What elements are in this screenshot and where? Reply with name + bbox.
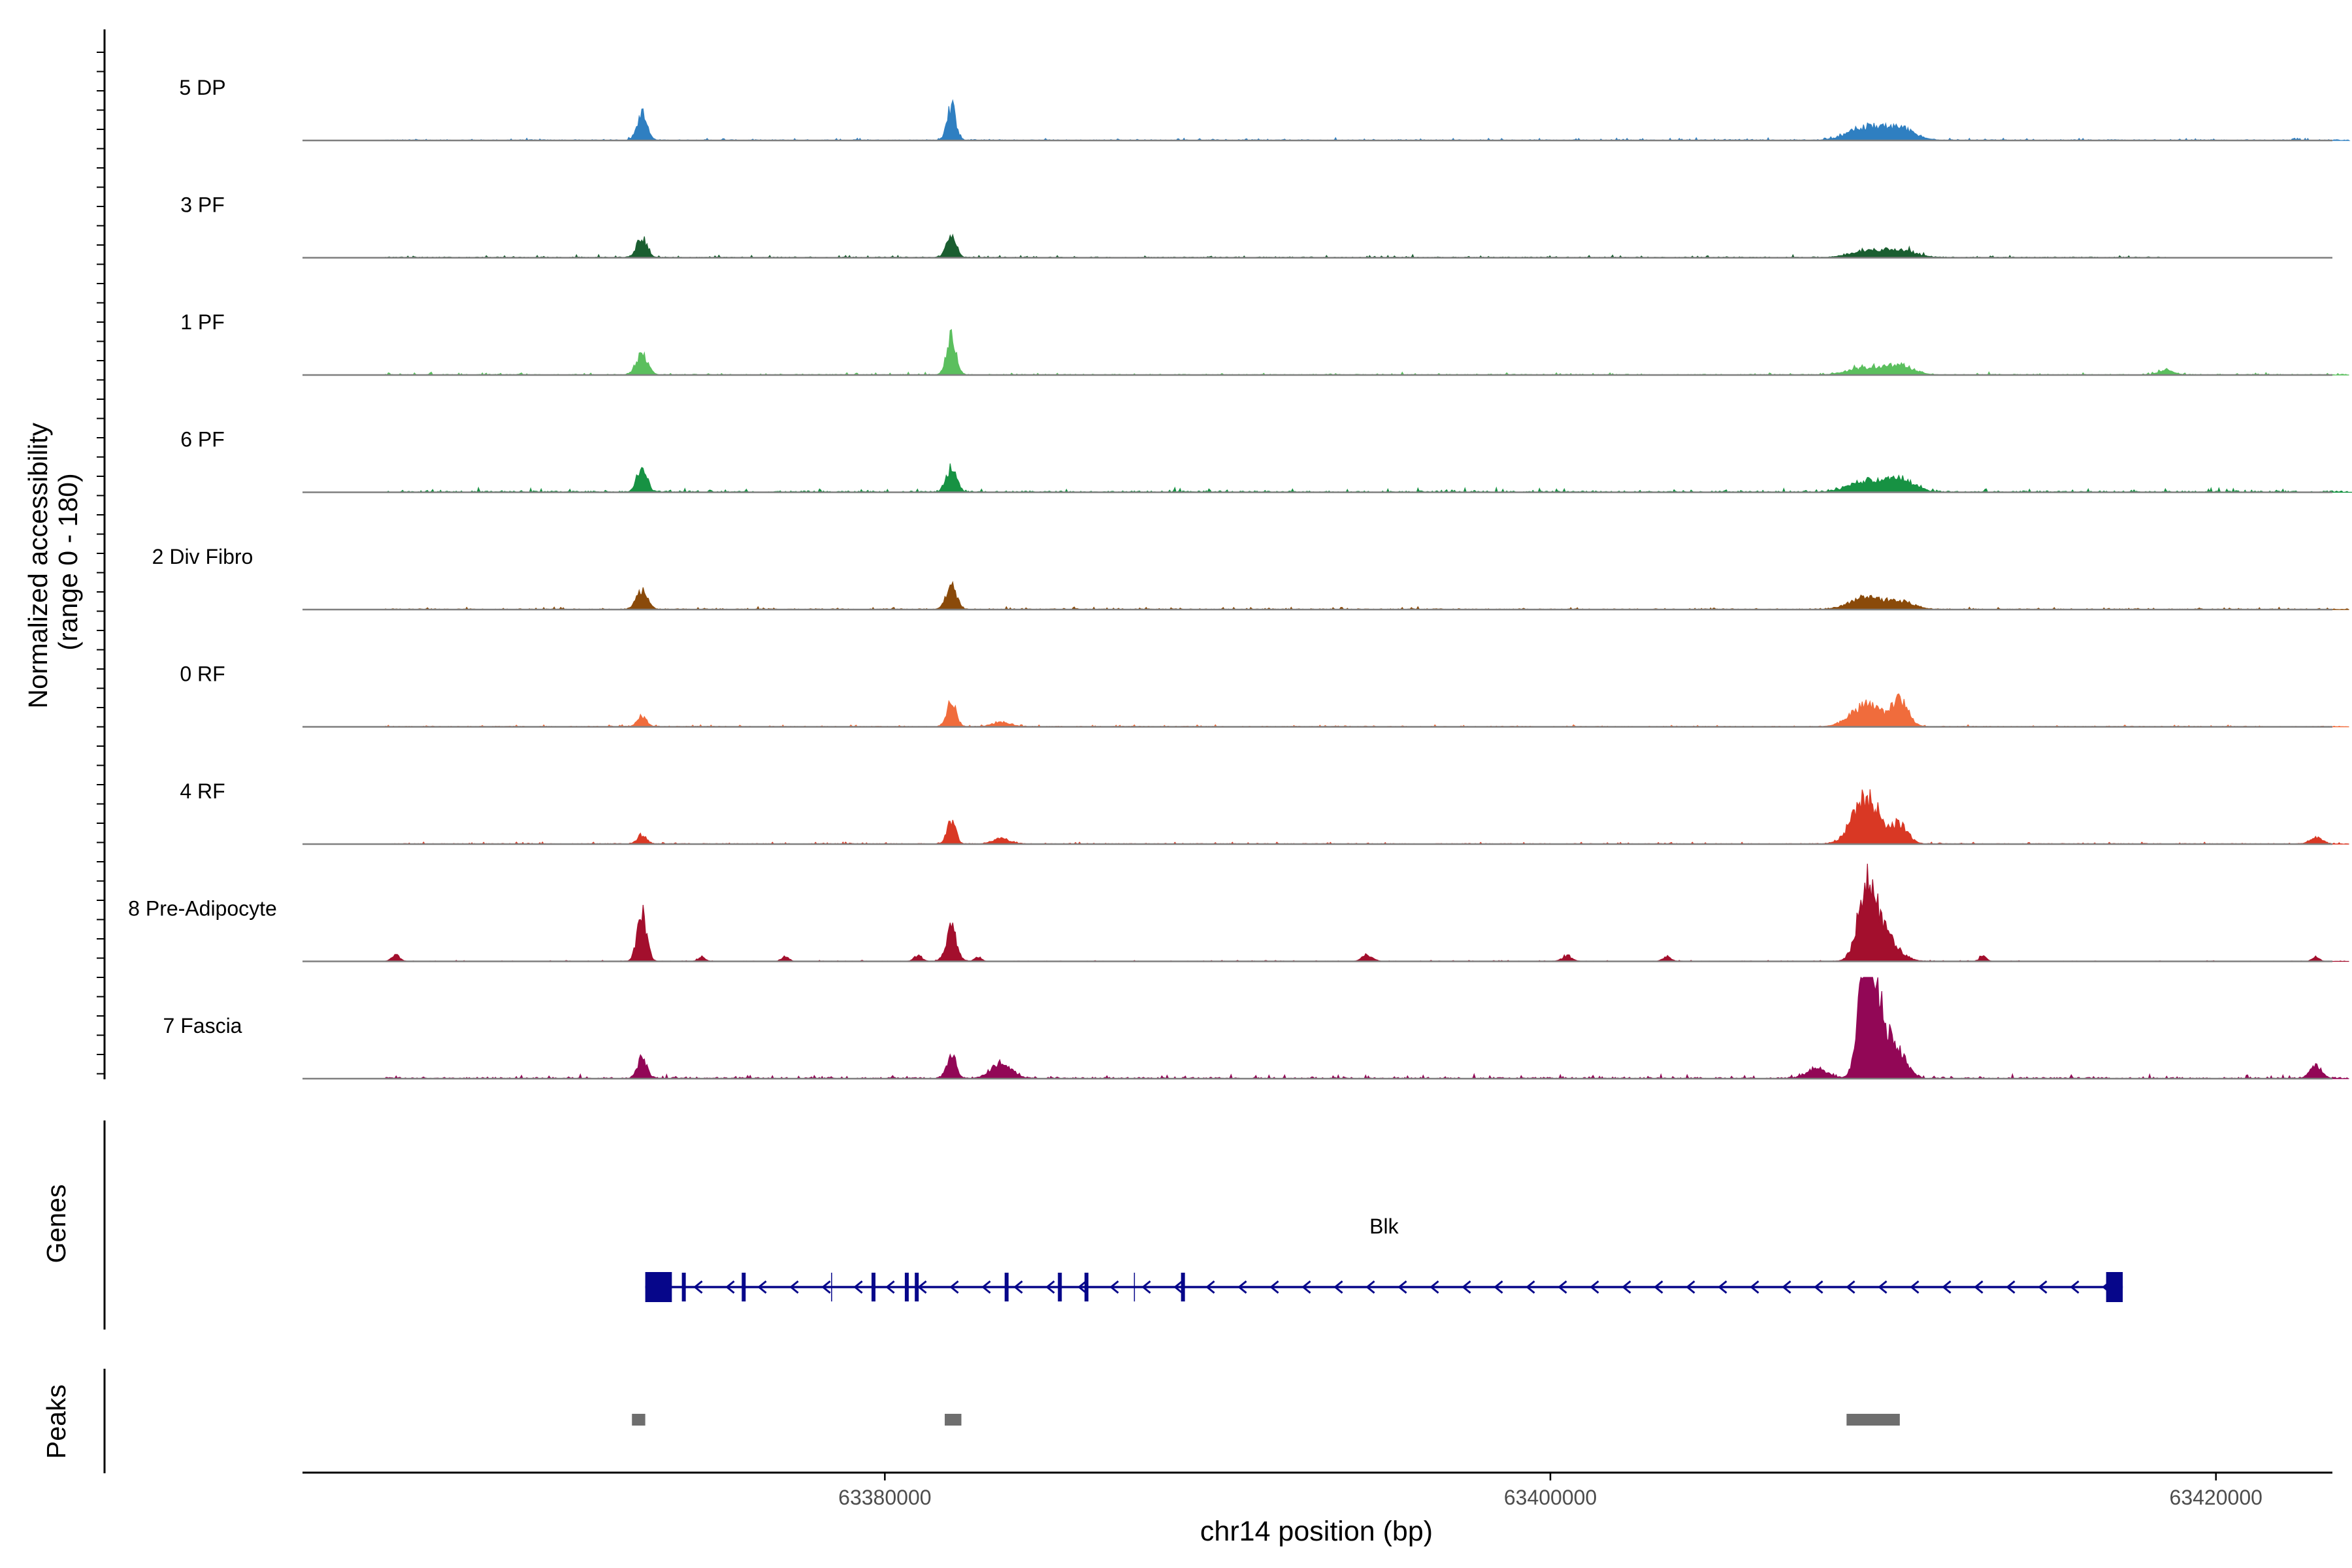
- strand-arrow: [1109, 1280, 1119, 1294]
- coverage-track: 2 Div Fibro: [152, 545, 2349, 611]
- track-label: 2 Div Fibro: [152, 545, 253, 568]
- strand-arrow: [725, 1280, 735, 1294]
- strand-arrow: [853, 1280, 863, 1294]
- track-label: 0 RF: [180, 662, 225, 686]
- strand-arrow: [1750, 1280, 1759, 1294]
- strand-arrow: [1622, 1280, 1631, 1294]
- strand-arrow: [1654, 1280, 1663, 1294]
- strand-arrow: [1141, 1280, 1151, 1294]
- x-axis-title: chr14 position (bp): [1200, 1516, 1433, 1547]
- x-tick-label: 63420000: [2170, 1486, 2262, 1509]
- strand-arrow: [1301, 1280, 1311, 1294]
- coverage-area: [385, 693, 2349, 728]
- coverage-track: 5 DP: [179, 76, 2351, 142]
- coverage-track: 1 PF: [180, 310, 2349, 376]
- gene-exon: [915, 1273, 919, 1301]
- genes-panel: Blk: [103, 1120, 2123, 1330]
- gene-exon: [1084, 1273, 1088, 1301]
- track-label: 3 PF: [180, 193, 225, 217]
- strand-arrow: [1942, 1280, 1952, 1294]
- coverage-area: [385, 976, 2349, 1080]
- gene-exon: [681, 1273, 686, 1301]
- coverage-area: [385, 463, 2352, 493]
- strand-arrow: [1077, 1280, 1087, 1294]
- strand-arrow: [949, 1280, 959, 1294]
- track-label: 8 Pre-Adipocyte: [128, 897, 277, 921]
- strand-arrow: [1365, 1280, 1375, 1294]
- track-label: 7 Fascia: [163, 1014, 242, 1037]
- strand-arrow: [1590, 1280, 1599, 1294]
- strand-arrow: [1558, 1280, 1567, 1294]
- gene-exon: [2106, 1272, 2123, 1302]
- gene-exon: [742, 1273, 746, 1301]
- coverage-panel: 5 DP 3 PF 1 PF 6 PF 2 Div Fibro 0 RF 4 RF 8 Pre…: [97, 29, 2352, 1080]
- track-label: 4 RF: [180, 779, 225, 803]
- track-label: 5 DP: [179, 76, 225, 99]
- track-label: 1 PF: [180, 310, 225, 334]
- coverage-area: [385, 789, 2349, 845]
- coverage-track: 6 PF: [180, 428, 2352, 493]
- strand-arrow: [1974, 1280, 1984, 1294]
- genes-track-label: Genes: [41, 1184, 71, 1264]
- strand-arrow: [1462, 1280, 1471, 1294]
- x-tick-label: 63400000: [1504, 1486, 1597, 1509]
- coverage-track: 7 Fascia: [163, 976, 2349, 1080]
- strand-arrow: [1526, 1280, 1535, 1294]
- track-label: 6 PF: [180, 428, 225, 451]
- coverage-track: 3 PF: [180, 193, 2332, 259]
- strand-arrow: [1173, 1280, 1183, 1294]
- gene-name: Blk: [1369, 1215, 1399, 1238]
- gene-exon: [871, 1273, 875, 1301]
- strand-arrow: [1494, 1280, 1503, 1294]
- strand-arrow: [1333, 1280, 1343, 1294]
- strand-arrow: [1013, 1280, 1023, 1294]
- coverage-area: [385, 233, 2168, 259]
- y-axis-title: Normalized accessibility (range 0 - 180): [23, 416, 83, 709]
- strand-arrow: [1397, 1280, 1407, 1294]
- coverage-area: [385, 581, 2349, 610]
- peak-region: [1846, 1414, 1900, 1426]
- strand-arrow: [1269, 1280, 1279, 1294]
- strand-arrow: [1846, 1280, 1855, 1294]
- strand-arrow: [885, 1280, 895, 1294]
- peak-region: [632, 1414, 645, 1426]
- gene-exon: [904, 1273, 909, 1301]
- gene-exon: [645, 1272, 672, 1302]
- strand-arrow: [1237, 1280, 1247, 1294]
- strand-arrow: [693, 1280, 703, 1294]
- strand-arrow: [757, 1280, 767, 1294]
- peak-region: [945, 1414, 962, 1426]
- strand-arrow: [789, 1280, 799, 1294]
- strand-arrow: [1782, 1280, 1791, 1294]
- coverage-area: [385, 329, 2349, 376]
- coverage-area: [385, 863, 2349, 962]
- strand-arrow: [2006, 1280, 2016, 1294]
- x-tick-label: 63380000: [838, 1486, 931, 1509]
- gene-exon: [1058, 1273, 1062, 1301]
- peaks-panel: [103, 1369, 1900, 1473]
- coverage-area: [385, 99, 2351, 141]
- coverage-track: 8 Pre-Adipocyte: [128, 863, 2349, 962]
- gene-exon: [1181, 1273, 1185, 1301]
- x-axis: 63380000 63400000 63420000: [302, 1471, 2332, 1509]
- strand-arrow: [981, 1280, 991, 1294]
- strand-arrow: [1205, 1280, 1215, 1294]
- strand-arrow: [1429, 1280, 1439, 1294]
- coverage-track: 4 RF: [180, 779, 2349, 845]
- strand-arrow: [821, 1280, 831, 1294]
- strand-arrow: [1686, 1280, 1695, 1294]
- strand-arrow: [1045, 1280, 1055, 1294]
- strand-arrow: [1718, 1280, 1727, 1294]
- strand-arrow: [1910, 1280, 1919, 1294]
- strand-arrow: [2070, 1280, 2080, 1294]
- strand-arrow: [917, 1280, 927, 1294]
- peaks-track-label: Peaks: [41, 1384, 71, 1459]
- strand-arrow: [2038, 1280, 2048, 1294]
- gene-exon: [1004, 1273, 1009, 1301]
- strand-arrow: [1814, 1280, 1823, 1294]
- coverage-track: 0 RF: [180, 662, 2349, 728]
- strand-arrow: [1878, 1280, 1887, 1294]
